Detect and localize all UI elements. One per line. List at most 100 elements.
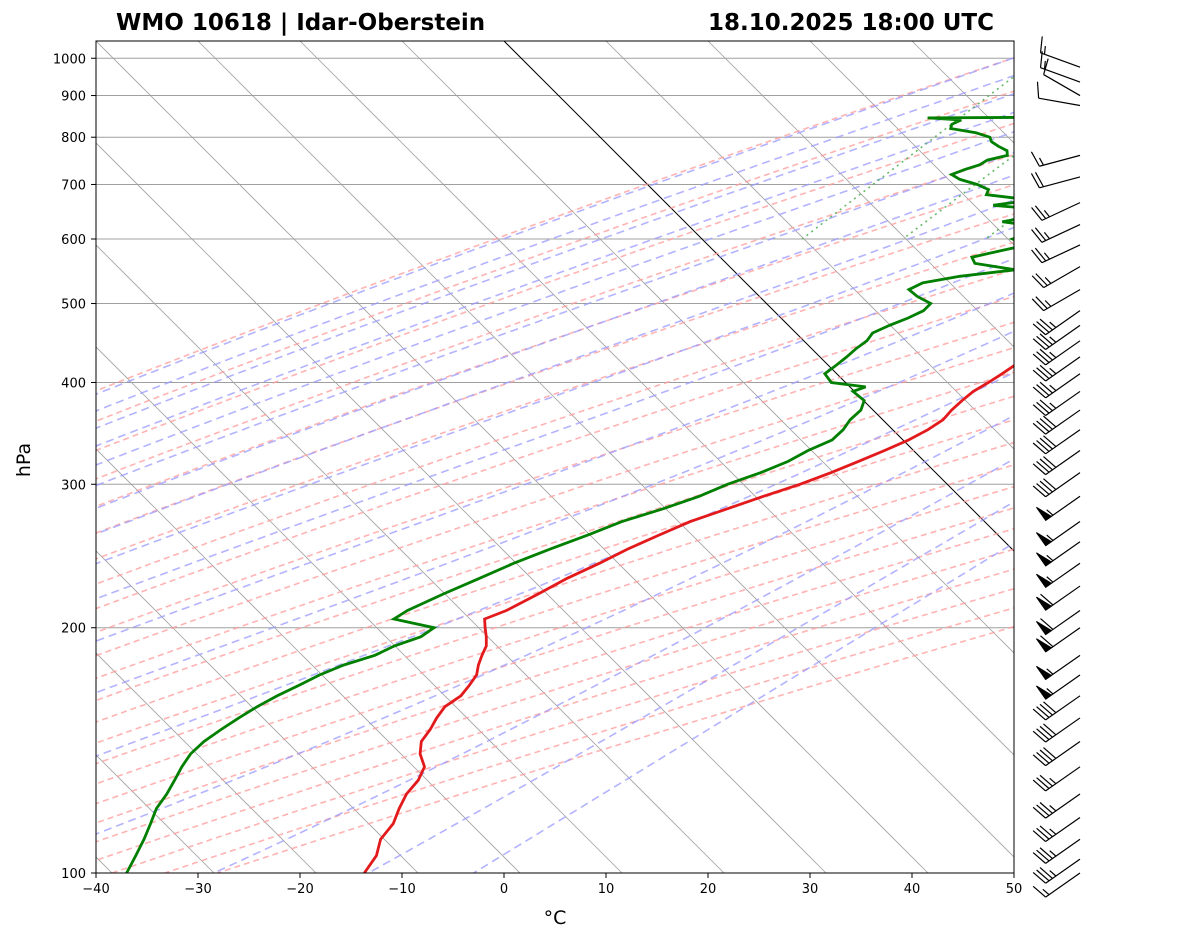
wind-barb	[1039, 51, 1081, 83]
dry-adiabat-line	[96, 90, 1014, 423]
isotherm-line	[0, 41, 10, 873]
wind-barb	[1036, 562, 1081, 589]
isotherm-line	[96, 448, 521, 873]
dry-adiabat-line	[96, 241, 1014, 560]
wind-barb	[1032, 390, 1081, 417]
moist-adiabat-line	[96, 174, 1014, 510]
isotherm-line	[605, 41, 1014, 450]
wind-barb	[1039, 36, 1081, 68]
wind-barb	[1043, 58, 1081, 97]
x-axis: −40 −30 −20 −10 0 10 20 30 40 50	[82, 873, 1022, 897]
dry-adiabat-line	[96, 346, 1014, 657]
wind-barb	[1036, 495, 1081, 522]
isotherm-line	[96, 244, 725, 873]
temperature-profile-line	[363, 364, 1014, 873]
wind-barb	[1032, 450, 1081, 476]
wind-barb	[1036, 609, 1081, 636]
x-tick-label: −10	[388, 882, 415, 897]
wind-barb	[1036, 674, 1081, 700]
isotherm-line	[401, 41, 1014, 654]
dry-adiabat-line	[96, 463, 1014, 765]
isotherm-line	[911, 41, 1014, 144]
isotherm-line	[96, 550, 419, 873]
isotherm-line	[197, 41, 1014, 858]
x-tick-label: −40	[82, 882, 109, 897]
wind-barb	[1036, 541, 1081, 567]
mixing-ratio-line	[902, 154, 1014, 240]
mixing-ratio-line	[1037, 41, 1181, 239]
wind-barb	[1032, 858, 1081, 884]
y-axis: 100 200 300 400 500 600 700 800 900 1000	[53, 52, 96, 882]
dry-adiabat-line	[217, 625, 1014, 873]
x-axis-label: °C	[544, 907, 567, 929]
dry-adiabat-line	[96, 548, 1014, 843]
dry-adiabat-line	[96, 268, 1014, 585]
dewpoint-profile-line	[125, 116, 1014, 873]
y-tick-label: 100	[61, 867, 86, 882]
mixing-ratio-line	[801, 75, 1014, 240]
moist-adiabat-line	[96, 57, 1014, 396]
wind-barb	[1032, 816, 1081, 843]
isotherm-line	[299, 41, 1014, 756]
x-tick-label: −30	[184, 882, 211, 897]
mixing-ratio-line	[1104, 41, 1181, 239]
plot-frame	[95, 40, 1015, 874]
wind-barb	[1031, 244, 1081, 264]
dry-adiabat-line	[96, 441, 1014, 744]
wind-barb	[1032, 409, 1081, 435]
moist-adiabat-line	[96, 92, 1014, 429]
y-tick-label: 500	[61, 298, 86, 313]
x-tick-label: 30	[802, 882, 819, 897]
dry-adiabat-line	[96, 153, 1014, 480]
wind-barb	[1032, 310, 1081, 336]
x-tick-label: 0	[500, 882, 508, 897]
moist-adiabat-line	[96, 330, 1014, 694]
y-tick-label: 600	[61, 233, 86, 248]
wind-barb	[1032, 356, 1081, 382]
moist-adiabat-line	[473, 542, 1014, 873]
wind-barb	[1032, 373, 1081, 399]
isotherm-line	[707, 41, 1014, 348]
wind-barb	[1032, 717, 1081, 743]
y-tick-label: 200	[61, 622, 86, 637]
wind-barb	[1032, 766, 1081, 792]
isotherm-line	[503, 41, 1014, 552]
moist-adiabat-line	[96, 292, 1014, 642]
moist-adiabat-line	[96, 414, 1014, 835]
wind-barb	[1036, 654, 1081, 681]
x-tick-label: 40	[904, 882, 921, 897]
mixing-ratio-line	[984, 216, 1014, 240]
wind-barb	[1036, 521, 1081, 547]
isotherm-line	[96, 652, 317, 873]
chart-title-time: 18.10.2025 18:00 UTC	[708, 10, 994, 36]
chart-title-station: WMO 10618 | Idar-Oberstein	[116, 10, 485, 36]
moist-adiabat-line	[96, 74, 1014, 412]
dry-adiabat-line	[96, 295, 1014, 610]
y-axis-label: hPa	[13, 443, 35, 477]
wind-barbs	[1030, 36, 1081, 898]
moist-adiabat-line	[368, 500, 1014, 873]
wind-barb	[1031, 266, 1081, 289]
dry-adiabat-line	[96, 371, 1014, 680]
y-tick-label: 1000	[53, 52, 86, 67]
mixing-ratio-line	[1169, 41, 1181, 239]
wind-barb	[1032, 324, 1081, 350]
y-tick-label: 300	[61, 478, 86, 493]
moist-adiabat-line	[96, 257, 1014, 600]
y-tick-label: 700	[61, 178, 86, 193]
dry-adiabat-line	[96, 507, 1014, 805]
isotherm-line	[96, 41, 929, 873]
wind-barb	[1032, 340, 1081, 366]
x-tick-label: 50	[1006, 882, 1023, 897]
sounding-lines	[125, 116, 1014, 873]
wind-barb	[1036, 585, 1081, 611]
wind-barb	[1031, 224, 1081, 243]
wind-barb	[1032, 695, 1081, 721]
background-lines	[0, 41, 1181, 873]
wind-barb	[1036, 81, 1081, 107]
wind-barb	[1032, 741, 1081, 767]
wind-barb	[1032, 872, 1081, 898]
wind-barb	[1031, 202, 1081, 221]
wind-barb	[1030, 172, 1081, 189]
